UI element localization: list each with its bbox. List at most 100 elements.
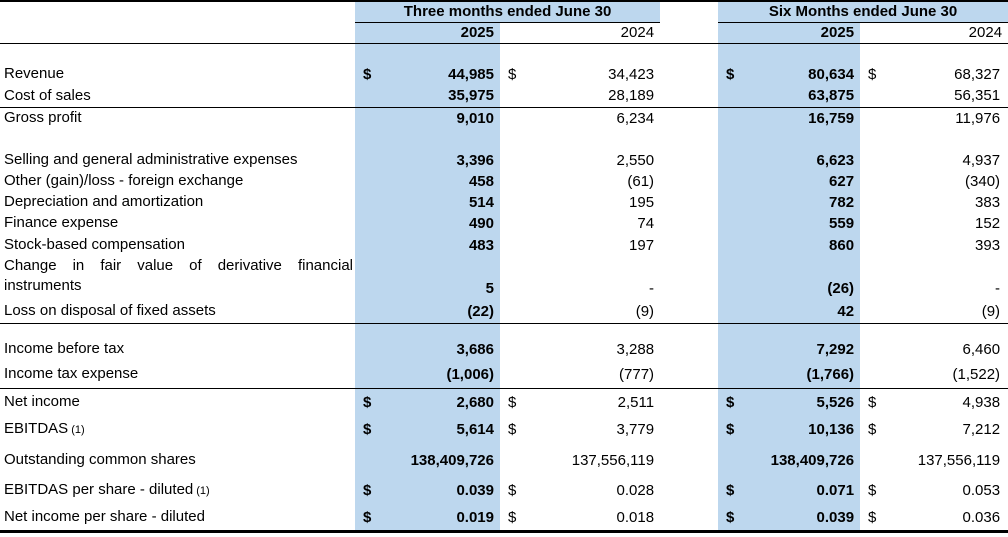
currency-symbol-3mo-2024: $ (508, 508, 517, 526)
currency-symbol-6mo-2024 (860, 43, 888, 64)
row-label: Outstanding common shares (4, 450, 196, 468)
column-group-header-row: Three months ended June 30 Six Months en… (0, 1, 1008, 23)
currency-symbol-3mo-2025 (355, 299, 381, 324)
column-gap (660, 256, 718, 300)
column-gap (660, 85, 719, 108)
currency-symbol-3mo-2024 (500, 339, 528, 361)
currency-symbol-6mo-2025 (718, 360, 745, 389)
table-row: Other (gain)/loss - foreign exchange 458 (… (0, 171, 1008, 192)
currency-symbol-6mo-2025 (718, 338, 745, 361)
value-3mo-2025: 3,686 (381, 338, 500, 361)
value-3mo-2024: 137,556,119 (571, 451, 655, 469)
value-6mo-2025: 138,409,726 (744, 443, 861, 477)
value-6mo-2025: 782 (744, 192, 861, 213)
row-label: Revenue (4, 65, 65, 83)
currency-symbol-3mo-2025 (355, 192, 381, 213)
value-3mo-2024: (9) (528, 299, 661, 324)
table-row: EBITDAS per share - diluted (1) $0.039 $0.0… (0, 476, 1008, 505)
column-gap (660, 129, 718, 150)
value-3mo-2024 (528, 129, 660, 150)
value-3mo-2025: 9,010 (381, 107, 500, 129)
currency-symbol-3mo-2025: $ (355, 415, 381, 444)
currency-symbol-6mo-2024 (860, 339, 888, 361)
footnote-marker: (1) (71, 424, 85, 437)
currency-symbol-3mo-2025 (355, 323, 381, 339)
value-6mo-2024: 137,556,119 (917, 451, 1001, 469)
table-row: Income before tax 3,686 3,288 7,292 6,460 (0, 338, 1008, 361)
currency-symbol-3mo-2025 (355, 150, 381, 171)
value-3mo-2025 (381, 323, 500, 339)
row-label-cell: Other (gain)/loss - foreign exchange (0, 171, 355, 192)
year-header-6mo-2025: 2025 (744, 22, 861, 44)
value-3mo-2024: 0.028 (616, 482, 655, 499)
row-label: Other (gain)/loss - foreign exchange (4, 172, 244, 190)
column-gap (660, 299, 719, 324)
value-3mo-2025: 483 (381, 234, 500, 256)
currency-symbol-3mo-2025 (355, 43, 381, 64)
currency-symbol-3mo-2024 (500, 256, 528, 300)
value-3mo-2025: 490 (381, 213, 500, 234)
currency-symbol-6mo-2025 (718, 213, 745, 234)
value-6mo-2024: (9) (888, 299, 1008, 324)
value-6mo-2024: 383 (975, 194, 1001, 211)
currency-symbol-6mo-2025 (718, 171, 745, 192)
currency-symbol-6mo-2024: $ (868, 421, 877, 438)
currency-symbol-3mo-2025 (355, 107, 381, 129)
row-label-cell: Stock-based compensation (0, 234, 355, 256)
currency-symbol-6mo-2025 (718, 129, 745, 150)
value-3mo-2024: 2,511 (617, 393, 655, 411)
row-label: Net income (4, 393, 80, 411)
table-row: Income tax expense (1,006) (777) (1,766) (1,… (0, 360, 1008, 389)
currency-symbol-6mo-2024 (860, 324, 888, 339)
spacer-cell (500, 22, 528, 44)
table-row: Stock-based compensation 483 197 860 393 (0, 234, 1008, 256)
spacer-row (0, 323, 1008, 339)
currency-symbol-3mo-2025 (355, 256, 381, 300)
value-6mo-2024: 56,351 (888, 85, 1008, 108)
value-3mo-2025: 138,409,726 (381, 443, 500, 477)
column-gap (660, 22, 719, 44)
currency-symbol-6mo-2024 (860, 107, 888, 129)
value-6mo-2024: 0.053 (962, 482, 1001, 499)
column-gap (660, 339, 718, 361)
currency-symbol-3mo-2025 (355, 85, 381, 108)
value-3mo-2025: 35,975 (381, 85, 500, 108)
value-6mo-2024: - (995, 279, 1001, 297)
table-row: Finance expense 490 74 559 152 (0, 213, 1008, 234)
column-gap (660, 213, 718, 234)
value-6mo-2025: 80,634 (744, 64, 861, 85)
column-gap (660, 192, 718, 213)
value-3mo-2025: 5 (381, 256, 500, 300)
currency-symbol-3mo-2025 (355, 443, 381, 477)
currency-symbol-3mo-2025: $ (355, 388, 381, 416)
row-label: EBITDAS (4, 420, 69, 438)
row-label: Change in fair value of derivative finan… (4, 257, 353, 295)
table-row: Depreciation and amortization 514 195 782 38… (0, 192, 1008, 213)
year-header-3mo-2025: 2025 (381, 22, 500, 44)
currency-symbol-6mo-2025 (718, 256, 745, 300)
currency-symbol-3mo-2025 (355, 234, 381, 256)
currency-symbol-3mo-2024 (500, 192, 528, 213)
currency-symbol-3mo-2024: $ (508, 66, 517, 83)
currency-symbol-6mo-2024 (860, 171, 888, 192)
value-6mo-2024: (1,522) (888, 360, 1008, 389)
row-label-cell: Loss on disposal of fixed assets (0, 299, 355, 324)
value-3mo-2024 (528, 43, 660, 64)
value-6mo-2025: 0.071 (744, 476, 861, 505)
row-label-cell: Selling and general administrative expen… (0, 150, 355, 171)
currency-symbol-3mo-2024 (500, 107, 528, 129)
row-label-cell: EBITDAS per share - diluted (1) (0, 477, 355, 505)
currency-symbol-3mo-2024 (500, 234, 528, 256)
value-6mo-2025 (744, 129, 861, 150)
currency-symbol-3mo-2024 (500, 150, 528, 171)
value-6mo-2025: 0.039 (744, 504, 861, 532)
value-6mo-2025: 6,623 (744, 150, 861, 171)
value-6mo-2024: 68,327 (954, 66, 1001, 83)
value-3mo-2024: 6,234 (616, 109, 655, 127)
value-3mo-2024: 0.018 (616, 508, 655, 526)
year-header-row: 2025 2024 2025 2024 (0, 22, 1008, 44)
value-3mo-2025: 44,985 (381, 64, 500, 85)
column-gap (660, 234, 718, 256)
value-6mo-2025: 16,759 (744, 107, 861, 129)
value-3mo-2025: 0.039 (381, 476, 500, 505)
